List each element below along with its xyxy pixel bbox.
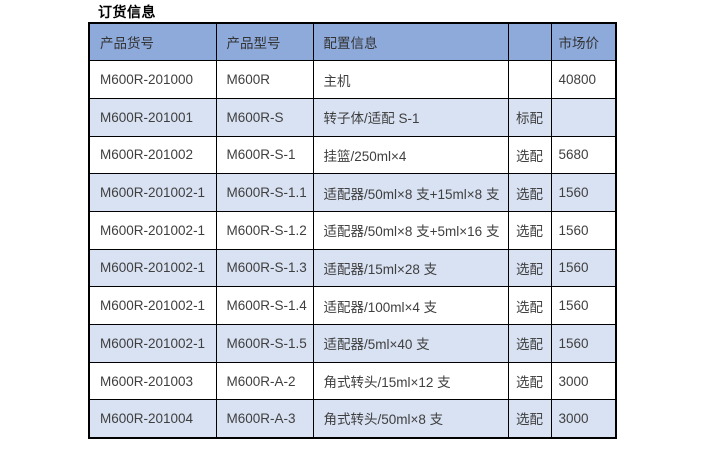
cell-price: 3000 [550,399,617,439]
cell-price [550,97,617,137]
cell-item-no: M600R-201002-1 [88,173,217,212]
page-title: 订货信息 [98,4,156,20]
cell-price: 1560 [550,286,617,325]
table-row: M600R-201002 M600R-S-1 挂篮/250ml×4 选配 568… [88,135,617,175]
cell-config: 适配器/100ml×4 支 [312,286,509,325]
cell-config: 主机 [312,60,509,99]
cell-config: 适配器/50ml×8 支+5ml×16 支 [312,210,509,250]
cell-item-no: M600R-201002-1 [88,324,217,363]
cell-price: 5680 [550,135,617,175]
cell-price: 1560 [550,248,617,288]
cell-price: 3000 [550,361,617,401]
cell-model: M600R-S-1.2 [215,210,314,250]
cell-config: 适配器/5ml×40 支 [312,324,509,363]
cell-option: 选配 [507,135,552,175]
header-row: 产品货号 产品型号 配置信息 市场价 [88,22,617,62]
table-row: M600R-201002-1 M600R-S-1.2 适配器/50ml×8 支+… [88,210,617,250]
table-row: M600R-201003 M600R-A-2 角式转头/15ml×12 支 选配… [88,361,617,401]
table-row: M600R-201002-1 M600R-S-1.4 适配器/100ml×4 支… [88,286,617,325]
order-info-table: 产品货号 产品型号 配置信息 市场价 M600R-201000 M600R 主机… [88,22,617,439]
header-cell-price: 市场价 [550,22,617,62]
table-row: M600R-201004 M600R-A-3 角式转头/50ml×8 支 选配 … [88,399,617,439]
cell-option [507,60,552,99]
header-cell-option [507,22,552,62]
cell-config: 适配器/15ml×28 支 [312,248,509,288]
table-row: M600R-201002-1 M600R-S-1.3 适配器/15ml×28 支… [88,248,617,288]
table-row: M600R-201000 M600R 主机 40800 [88,60,617,99]
cell-option: 选配 [507,399,552,439]
cell-model: M600R-S-1 [215,135,314,175]
cell-option: 选配 [507,324,552,363]
header-cell-model: 产品型号 [215,22,314,62]
cell-price: 1560 [550,173,617,212]
cell-option: 选配 [507,173,552,212]
cell-config: 角式转头/15ml×12 支 [312,361,509,401]
cell-item-no: M600R-201002-1 [88,248,217,288]
header-cell-item-no: 产品货号 [88,22,217,62]
cell-item-no: M600R-201002 [88,135,217,175]
cell-model: M600R [215,60,314,99]
table-row: M600R-201002-1 M600R-S-1.5 适配器/5ml×40 支 … [88,324,617,363]
cell-price: 1560 [550,210,617,250]
cell-config: 角式转头/50ml×8 支 [312,399,509,439]
cell-item-no: M600R-201002-1 [88,210,217,250]
cell-model: M600R-S-1.5 [215,324,314,363]
cell-option: 选配 [507,286,552,325]
cell-item-no: M600R-201004 [88,399,217,439]
cell-item-no: M600R-201003 [88,361,217,401]
cell-price: 1560 [550,324,617,363]
cell-model: M600R-A-2 [215,361,314,401]
cell-option: 选配 [507,210,552,250]
cell-price: 40800 [550,60,617,99]
cell-option: 标配 [507,97,552,137]
cell-config: 挂篮/250ml×4 [312,135,509,175]
cell-model: M600R-A-3 [215,399,314,439]
cell-model: M600R-S-1.3 [215,248,314,288]
table-row: M600R-201002-1 M600R-S-1.1 适配器/50ml×8 支+… [88,173,617,212]
cell-item-no: M600R-201000 [88,60,217,99]
cell-model: M600R-S [215,97,314,137]
cell-model: M600R-S-1.4 [215,286,314,325]
cell-option: 选配 [507,361,552,401]
cell-config: 转子体/适配 S-1 [312,97,509,137]
table-row: M600R-201001 M600R-S 转子体/适配 S-1 标配 [88,97,617,137]
header-cell-config: 配置信息 [312,22,509,62]
cell-item-no: M600R-201001 [88,97,217,137]
cell-config: 适配器/50ml×8 支+15ml×8 支 [312,173,509,212]
cell-option: 选配 [507,248,552,288]
cell-model: M600R-S-1.1 [215,173,314,212]
cell-item-no: M600R-201002-1 [88,286,217,325]
